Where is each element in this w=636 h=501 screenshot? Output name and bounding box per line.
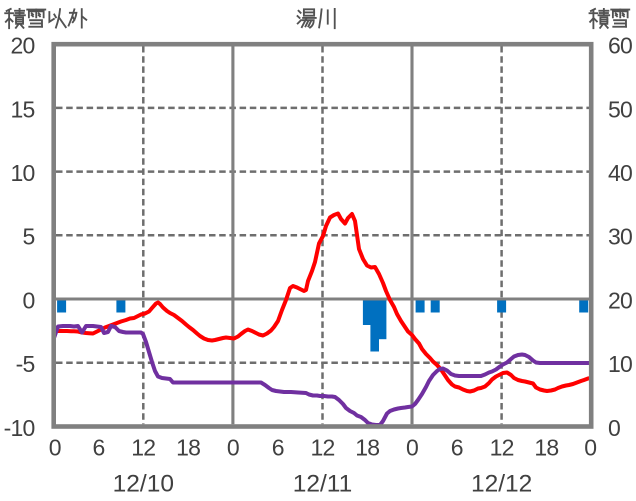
svg-text:12: 12 xyxy=(311,434,335,460)
svg-text:20: 20 xyxy=(608,287,632,313)
svg-text:0: 0 xyxy=(23,287,35,313)
svg-text:0: 0 xyxy=(406,434,418,460)
svg-text:50: 50 xyxy=(608,96,632,122)
svg-text:30: 30 xyxy=(608,224,632,250)
svg-text:0: 0 xyxy=(584,434,596,460)
svg-text:6: 6 xyxy=(272,434,284,460)
svg-text:12/12: 12/12 xyxy=(471,470,532,497)
svg-text:-5: -5 xyxy=(16,351,35,377)
svg-text:0: 0 xyxy=(49,434,61,460)
svg-text:18: 18 xyxy=(355,434,379,460)
svg-text:10: 10 xyxy=(608,351,632,377)
svg-text:18: 18 xyxy=(176,434,200,460)
svg-text:-10: -10 xyxy=(4,415,35,441)
svg-text:12/10: 12/10 xyxy=(113,470,174,497)
svg-text:12/11: 12/11 xyxy=(293,470,353,497)
svg-text:10: 10 xyxy=(11,160,35,186)
svg-text:20: 20 xyxy=(11,33,35,59)
svg-text:5: 5 xyxy=(23,224,35,250)
svg-text:0: 0 xyxy=(608,415,620,441)
svg-text:18: 18 xyxy=(534,434,558,460)
svg-text:0: 0 xyxy=(227,434,239,460)
svg-text:12: 12 xyxy=(131,434,155,460)
svg-text:15: 15 xyxy=(11,96,35,122)
svg-text:6: 6 xyxy=(451,434,463,460)
svg-text:40: 40 xyxy=(608,160,632,186)
svg-text:6: 6 xyxy=(93,434,105,460)
svg-text:12: 12 xyxy=(490,434,514,460)
svg-text:60: 60 xyxy=(608,33,632,59)
